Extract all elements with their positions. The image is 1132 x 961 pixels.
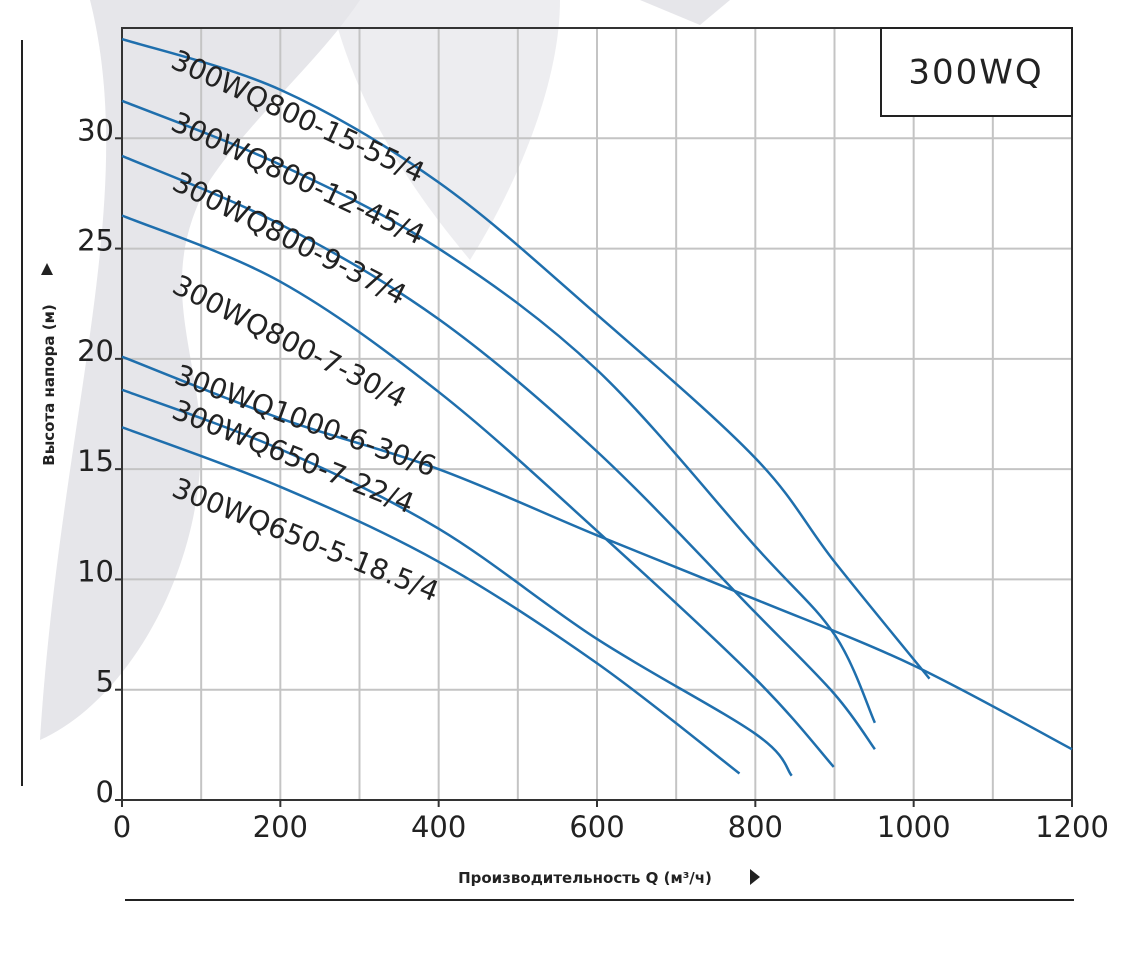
y-axis-label: Высота напора (м): [40, 304, 58, 465]
background-swoosh: [40, 0, 730, 740]
y-tick-label: 10: [77, 554, 114, 588]
y-tick-label: 20: [77, 334, 114, 368]
pump-curve: [121, 154, 876, 751]
pump-curve: [121, 37, 931, 680]
pump-curve: [121, 426, 741, 775]
curves: [121, 37, 1073, 777]
y-tick-label: 15: [77, 444, 114, 478]
x-tick-label: 0: [113, 810, 131, 844]
x-tick-label: 600: [569, 810, 624, 844]
pump-curve: [121, 214, 835, 768]
plot-frame: [121, 27, 1073, 801]
y-tick-label: 25: [77, 224, 114, 258]
x-tick-label: 400: [411, 810, 466, 844]
title-box: [880, 27, 1073, 117]
chart-title: 300WQ: [908, 53, 1043, 93]
pump-curve: [121, 99, 877, 724]
x-tick-label: 1000: [877, 810, 951, 844]
y-tick-label: 30: [77, 113, 114, 147]
y-arrow: [41, 263, 53, 275]
x-tick-label: 800: [728, 810, 783, 844]
pump-curve: [121, 388, 793, 777]
x-tick-label: 1200: [1035, 810, 1109, 844]
y-tick-label: 0: [96, 775, 114, 809]
y-tick-label: 5: [96, 665, 114, 699]
x-axis-label: Производительность Q (м³/ч): [458, 869, 712, 887]
x-arrow: [750, 869, 760, 885]
pump-curve: [121, 355, 1073, 751]
x-tick-label: 200: [253, 810, 308, 844]
